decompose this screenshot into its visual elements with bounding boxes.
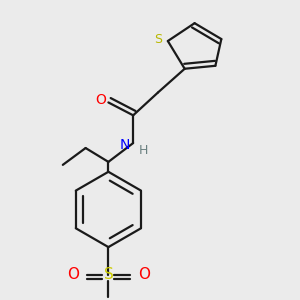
Text: O: O: [95, 94, 106, 107]
Text: O: O: [67, 267, 79, 282]
Text: N: N: [120, 138, 130, 152]
Text: H: H: [138, 145, 148, 158]
Text: S: S: [154, 32, 162, 46]
Text: S: S: [103, 267, 113, 282]
Text: O: O: [138, 267, 150, 282]
